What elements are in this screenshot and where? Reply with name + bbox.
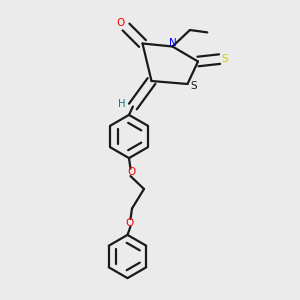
Text: O: O bbox=[116, 18, 125, 28]
Text: N: N bbox=[169, 38, 177, 49]
Text: H: H bbox=[118, 99, 125, 109]
Text: O: O bbox=[125, 218, 133, 228]
Text: S: S bbox=[222, 54, 228, 64]
Text: O: O bbox=[128, 167, 136, 177]
Text: S: S bbox=[191, 81, 197, 92]
